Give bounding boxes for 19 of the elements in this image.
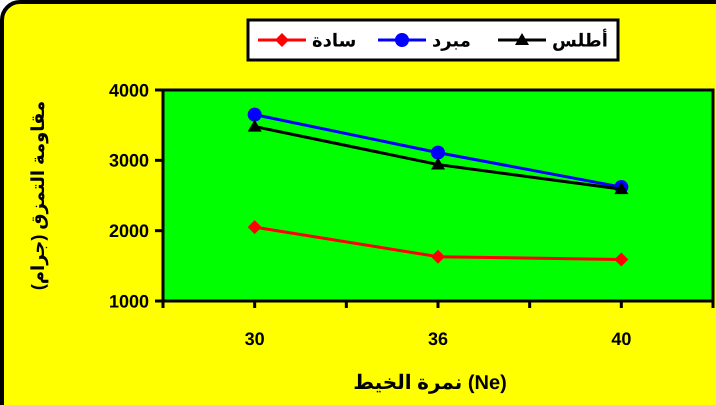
point: [614, 252, 628, 267]
point: [248, 120, 262, 132]
legend-label: مبرد: [432, 30, 471, 52]
point: [431, 146, 445, 160]
y-tick-label: 3000: [108, 150, 149, 171]
legend-label: سادة: [312, 30, 356, 50]
point: [431, 250, 445, 264]
y-axis-title: مقاومة التمزق (جرام): [28, 100, 49, 290]
legend-label: أطلس: [552, 28, 608, 52]
x-tick-label: 30: [244, 329, 265, 349]
x-axis-title: نمرة الخيط (Ne): [353, 372, 507, 394]
x-tick-label: 40: [611, 329, 632, 349]
point: [248, 220, 262, 234]
y-tick-label: 4000: [108, 80, 149, 100]
point: [431, 158, 445, 170]
x-tick-label: 36: [428, 329, 448, 349]
y-tick-label: 1000: [108, 291, 149, 312]
point: [248, 108, 262, 122]
y-tick-label: 2000: [108, 220, 149, 241]
